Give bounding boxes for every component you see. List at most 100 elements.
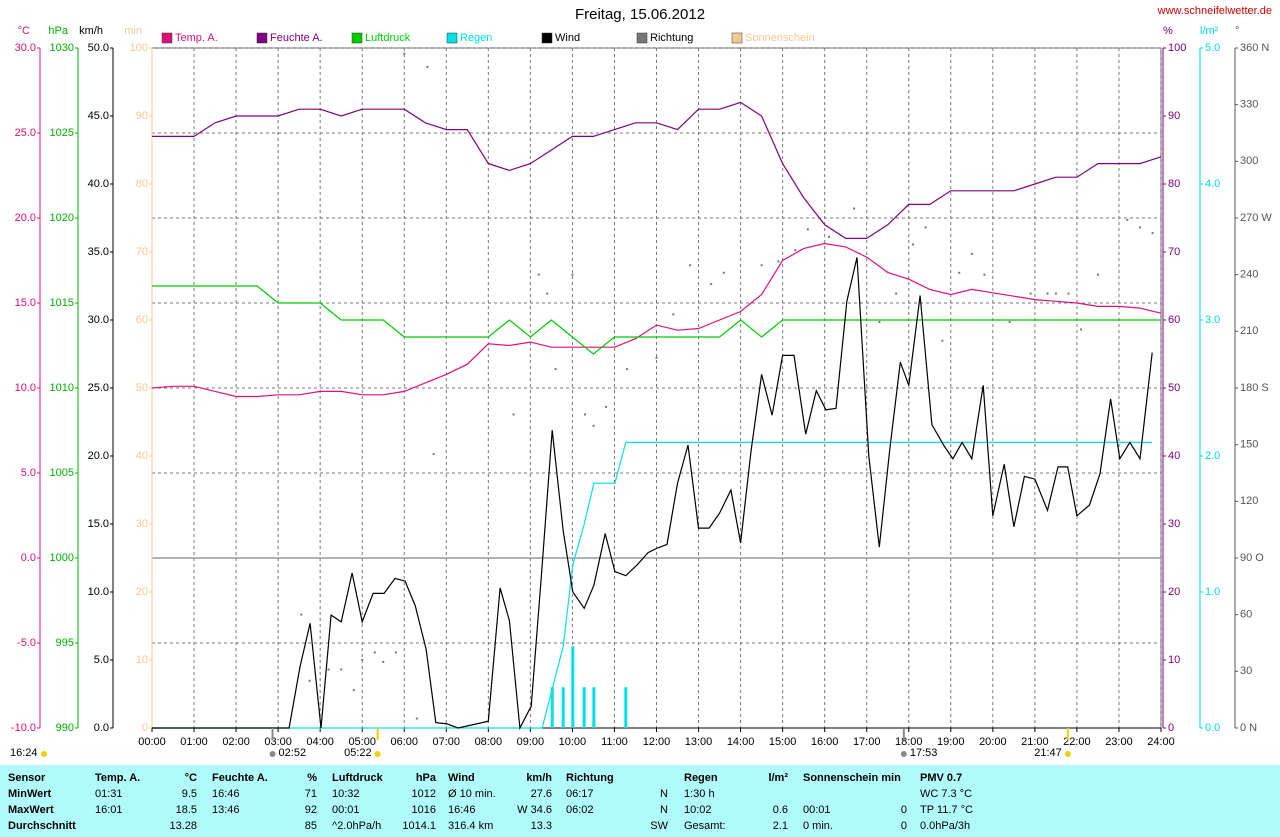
table-cell: WC 7.3 °C xyxy=(920,788,973,800)
direction-dot xyxy=(958,271,961,274)
table-cell: 0.6 xyxy=(772,804,788,816)
axis-unit: hPa xyxy=(48,25,68,37)
y-tick-label: 2.0 xyxy=(1205,450,1220,462)
astro-label: 02:52 xyxy=(279,747,307,759)
direction-dot xyxy=(827,235,830,238)
table-cell: 92 xyxy=(304,804,317,816)
direction-dot xyxy=(300,613,303,616)
y-tick-label: 330 xyxy=(1240,99,1258,111)
x-tick-label: 07:00 xyxy=(433,736,461,748)
x-tick-label: 22:00 xyxy=(1063,736,1091,748)
legend-label: Luftdruck xyxy=(365,32,411,44)
y-tick-label: 5.0 xyxy=(1205,42,1220,54)
table-cell: 1012 xyxy=(411,788,436,800)
x-tick-label: 16:00 xyxy=(811,736,839,748)
table-cell: 18.5 xyxy=(175,804,197,816)
legend-swatch xyxy=(446,32,458,44)
x-tick-label: 23:00 xyxy=(1105,736,1133,748)
table-cell: MinWert xyxy=(8,788,52,800)
x-tick-label: 24:00 xyxy=(1147,736,1175,748)
legend-swatch xyxy=(731,32,743,44)
direction-dot xyxy=(983,273,986,276)
y-tick-label: 0.0 xyxy=(21,552,36,564)
table-cell: 13:46 xyxy=(212,804,240,816)
y-tick-label: 20.0 xyxy=(88,450,109,462)
y-tick-label: 30 xyxy=(1168,518,1180,530)
y-tick-label: 270 W xyxy=(1240,212,1272,224)
direction-dot xyxy=(777,260,780,263)
table-cell: % xyxy=(307,772,317,784)
table-cell: Gesamt: xyxy=(684,820,726,832)
y-tick-label: 20 xyxy=(136,586,148,598)
x-tick-label: 21:00 xyxy=(1021,736,1049,748)
astro-icon xyxy=(269,751,276,757)
table-cell: 00:01 xyxy=(332,804,360,816)
direction-dot xyxy=(924,226,927,229)
table-cell: 13.28 xyxy=(169,820,197,832)
direction-dot xyxy=(806,228,809,231)
y-tick-label: 240 xyxy=(1240,269,1258,281)
x-tick-label: 06:00 xyxy=(390,736,418,748)
direction-dot xyxy=(605,405,608,408)
y-tick-label: 0.0 xyxy=(94,722,109,734)
table-cell: Sonnenschein min xyxy=(803,772,901,784)
astro-label: 16:24 xyxy=(10,747,38,759)
x-tick-label: 20:00 xyxy=(979,736,1007,748)
y-tick-label: 50 xyxy=(1168,382,1180,394)
astro-icon xyxy=(374,751,381,757)
y-tick-label: 40.0 xyxy=(88,178,109,190)
direction-dot xyxy=(584,413,587,416)
y-tick-label: 30 xyxy=(136,518,148,530)
direction-dot xyxy=(432,453,435,456)
x-tick-label: 12:00 xyxy=(643,736,671,748)
table-cell: Feuchte A. xyxy=(212,772,268,784)
table-cell: 1014.1 xyxy=(402,820,436,832)
table-cell: 06:02 xyxy=(566,804,594,816)
rain-bar xyxy=(571,646,575,728)
series-line xyxy=(151,242,1162,398)
table-cell: N xyxy=(660,804,668,816)
table-cell: 0 min. xyxy=(803,820,833,832)
series-line xyxy=(152,257,1153,731)
axis-unit: min xyxy=(124,25,142,37)
y-tick-label: 10.0 xyxy=(15,382,36,394)
y-tick-label: 90 xyxy=(136,110,148,122)
direction-dot xyxy=(895,292,898,295)
table-cell: Durchschnitt xyxy=(8,820,76,832)
table-cell: 316.4 km xyxy=(448,820,494,832)
y-tick-label: 60 xyxy=(1240,609,1252,621)
y-tick-label: 0 N xyxy=(1240,722,1257,734)
table-cell: 27.6 xyxy=(530,788,552,800)
y-tick-label: 45.0 xyxy=(88,110,109,122)
y-tick-label: 90 xyxy=(1168,110,1180,122)
table-cell: l/m² xyxy=(768,772,788,784)
legend-swatch xyxy=(256,32,268,44)
y-tick-label: 180 S xyxy=(1240,382,1269,394)
direction-dot xyxy=(327,668,330,671)
table-cell: W 34.6 xyxy=(517,804,552,816)
direction-dot xyxy=(403,52,406,55)
direction-dot xyxy=(626,368,629,371)
direction-dot xyxy=(394,651,397,654)
chart: Freitag, 15.06.2012 www.schneifelwetter.… xyxy=(10,5,1272,759)
direction-dot xyxy=(373,651,376,654)
rain-bar xyxy=(582,687,586,728)
table-cell: 16:46 xyxy=(448,804,476,816)
x-tick-label: 02:00 xyxy=(222,736,250,748)
y-tick-label: 5.0 xyxy=(21,467,36,479)
y-tick-label: 990 xyxy=(56,722,74,734)
chart-title: Freitag, 15.06.2012 xyxy=(575,6,705,23)
source-link[interactable]: www.schneifelwetter.de xyxy=(1157,5,1272,17)
legend-label: Sonnenschein xyxy=(745,32,815,44)
table-cell: 1016 xyxy=(411,804,436,816)
y-tick-label: 30.0 xyxy=(15,42,36,54)
table-cell: MaxWert xyxy=(8,804,54,816)
y-tick-label: 150 xyxy=(1240,439,1258,451)
direction-dot xyxy=(710,283,713,286)
axis-unit: % xyxy=(1163,25,1173,37)
direction-dot xyxy=(382,660,385,663)
x-tick-label: 01:00 xyxy=(180,736,208,748)
table-cell: Wind xyxy=(448,772,475,784)
series-line xyxy=(152,441,1153,729)
x-tick-label: 04:00 xyxy=(306,736,334,748)
